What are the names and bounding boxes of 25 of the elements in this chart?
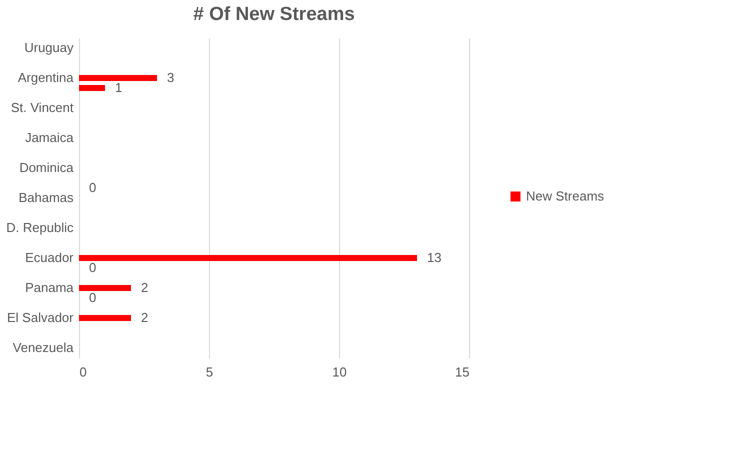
- chart-title: # Of New Streams: [193, 4, 355, 25]
- data-label: 0: [89, 290, 96, 305]
- data-label: 1: [115, 80, 122, 95]
- y-tick-label: D. Republic: [6, 220, 74, 235]
- x-tick-label: 15: [455, 364, 470, 380]
- data-label: 3: [167, 70, 174, 85]
- y-tick-label: Argentina: [18, 70, 74, 85]
- data-label: 13: [427, 250, 442, 265]
- y-tick-label: Bahamas: [18, 190, 74, 205]
- y-tick-label: El Salvador: [7, 310, 74, 325]
- y-tick-label: Venezuela: [12, 340, 74, 355]
- legend-label: New Streams: [526, 188, 605, 204]
- data-label: 2: [141, 310, 148, 325]
- y-tick-label: Dominica: [19, 160, 74, 175]
- y-tick-label: Uruguay: [24, 40, 74, 55]
- y-tick-label: St. Vincent: [10, 100, 74, 115]
- data-label: 2: [141, 280, 148, 295]
- x-tick-label: 10: [332, 364, 347, 380]
- x-tick-label: 0: [80, 364, 87, 380]
- y-tick-label: Panama: [25, 280, 74, 295]
- data-label: 0: [89, 260, 96, 275]
- data-label: 0: [89, 180, 96, 195]
- x-tick-label: 5: [206, 364, 214, 380]
- y-tick-label: Ecuador: [25, 250, 74, 265]
- y-tick-label: Jamaica: [25, 130, 74, 145]
